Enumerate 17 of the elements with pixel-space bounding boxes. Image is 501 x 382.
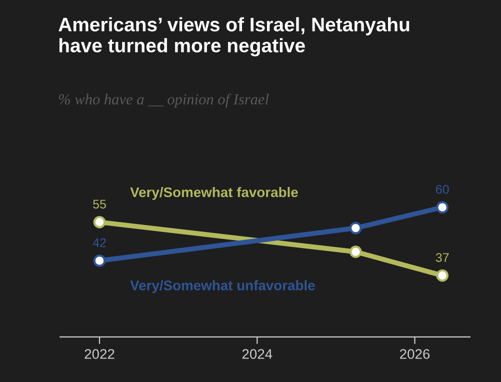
series-label: Very/Somewhat unfavorable — [130, 280, 315, 294]
point — [93, 216, 106, 228]
data-label: 37 — [436, 253, 449, 262]
point — [349, 222, 362, 234]
point — [436, 269, 449, 282]
x-tick-label: 2024 — [242, 349, 272, 359]
data-label: 60 — [436, 184, 449, 194]
data-label: 42 — [92, 238, 106, 247]
data-label: 55 — [93, 200, 106, 209]
chart-subtitle: % who have a __ opinion of Israel — [58, 94, 269, 108]
point — [93, 254, 106, 267]
point — [436, 201, 449, 214]
x-tick-label: 2022 — [84, 349, 114, 359]
point — [349, 246, 362, 258]
x-tick-label: 2026 — [400, 349, 430, 359]
series-label: Very/Somewhat favorable — [130, 186, 298, 200]
chart-title: Americans’ views of Israel, Netanyahu have turned more negative — [58, 17, 410, 56]
